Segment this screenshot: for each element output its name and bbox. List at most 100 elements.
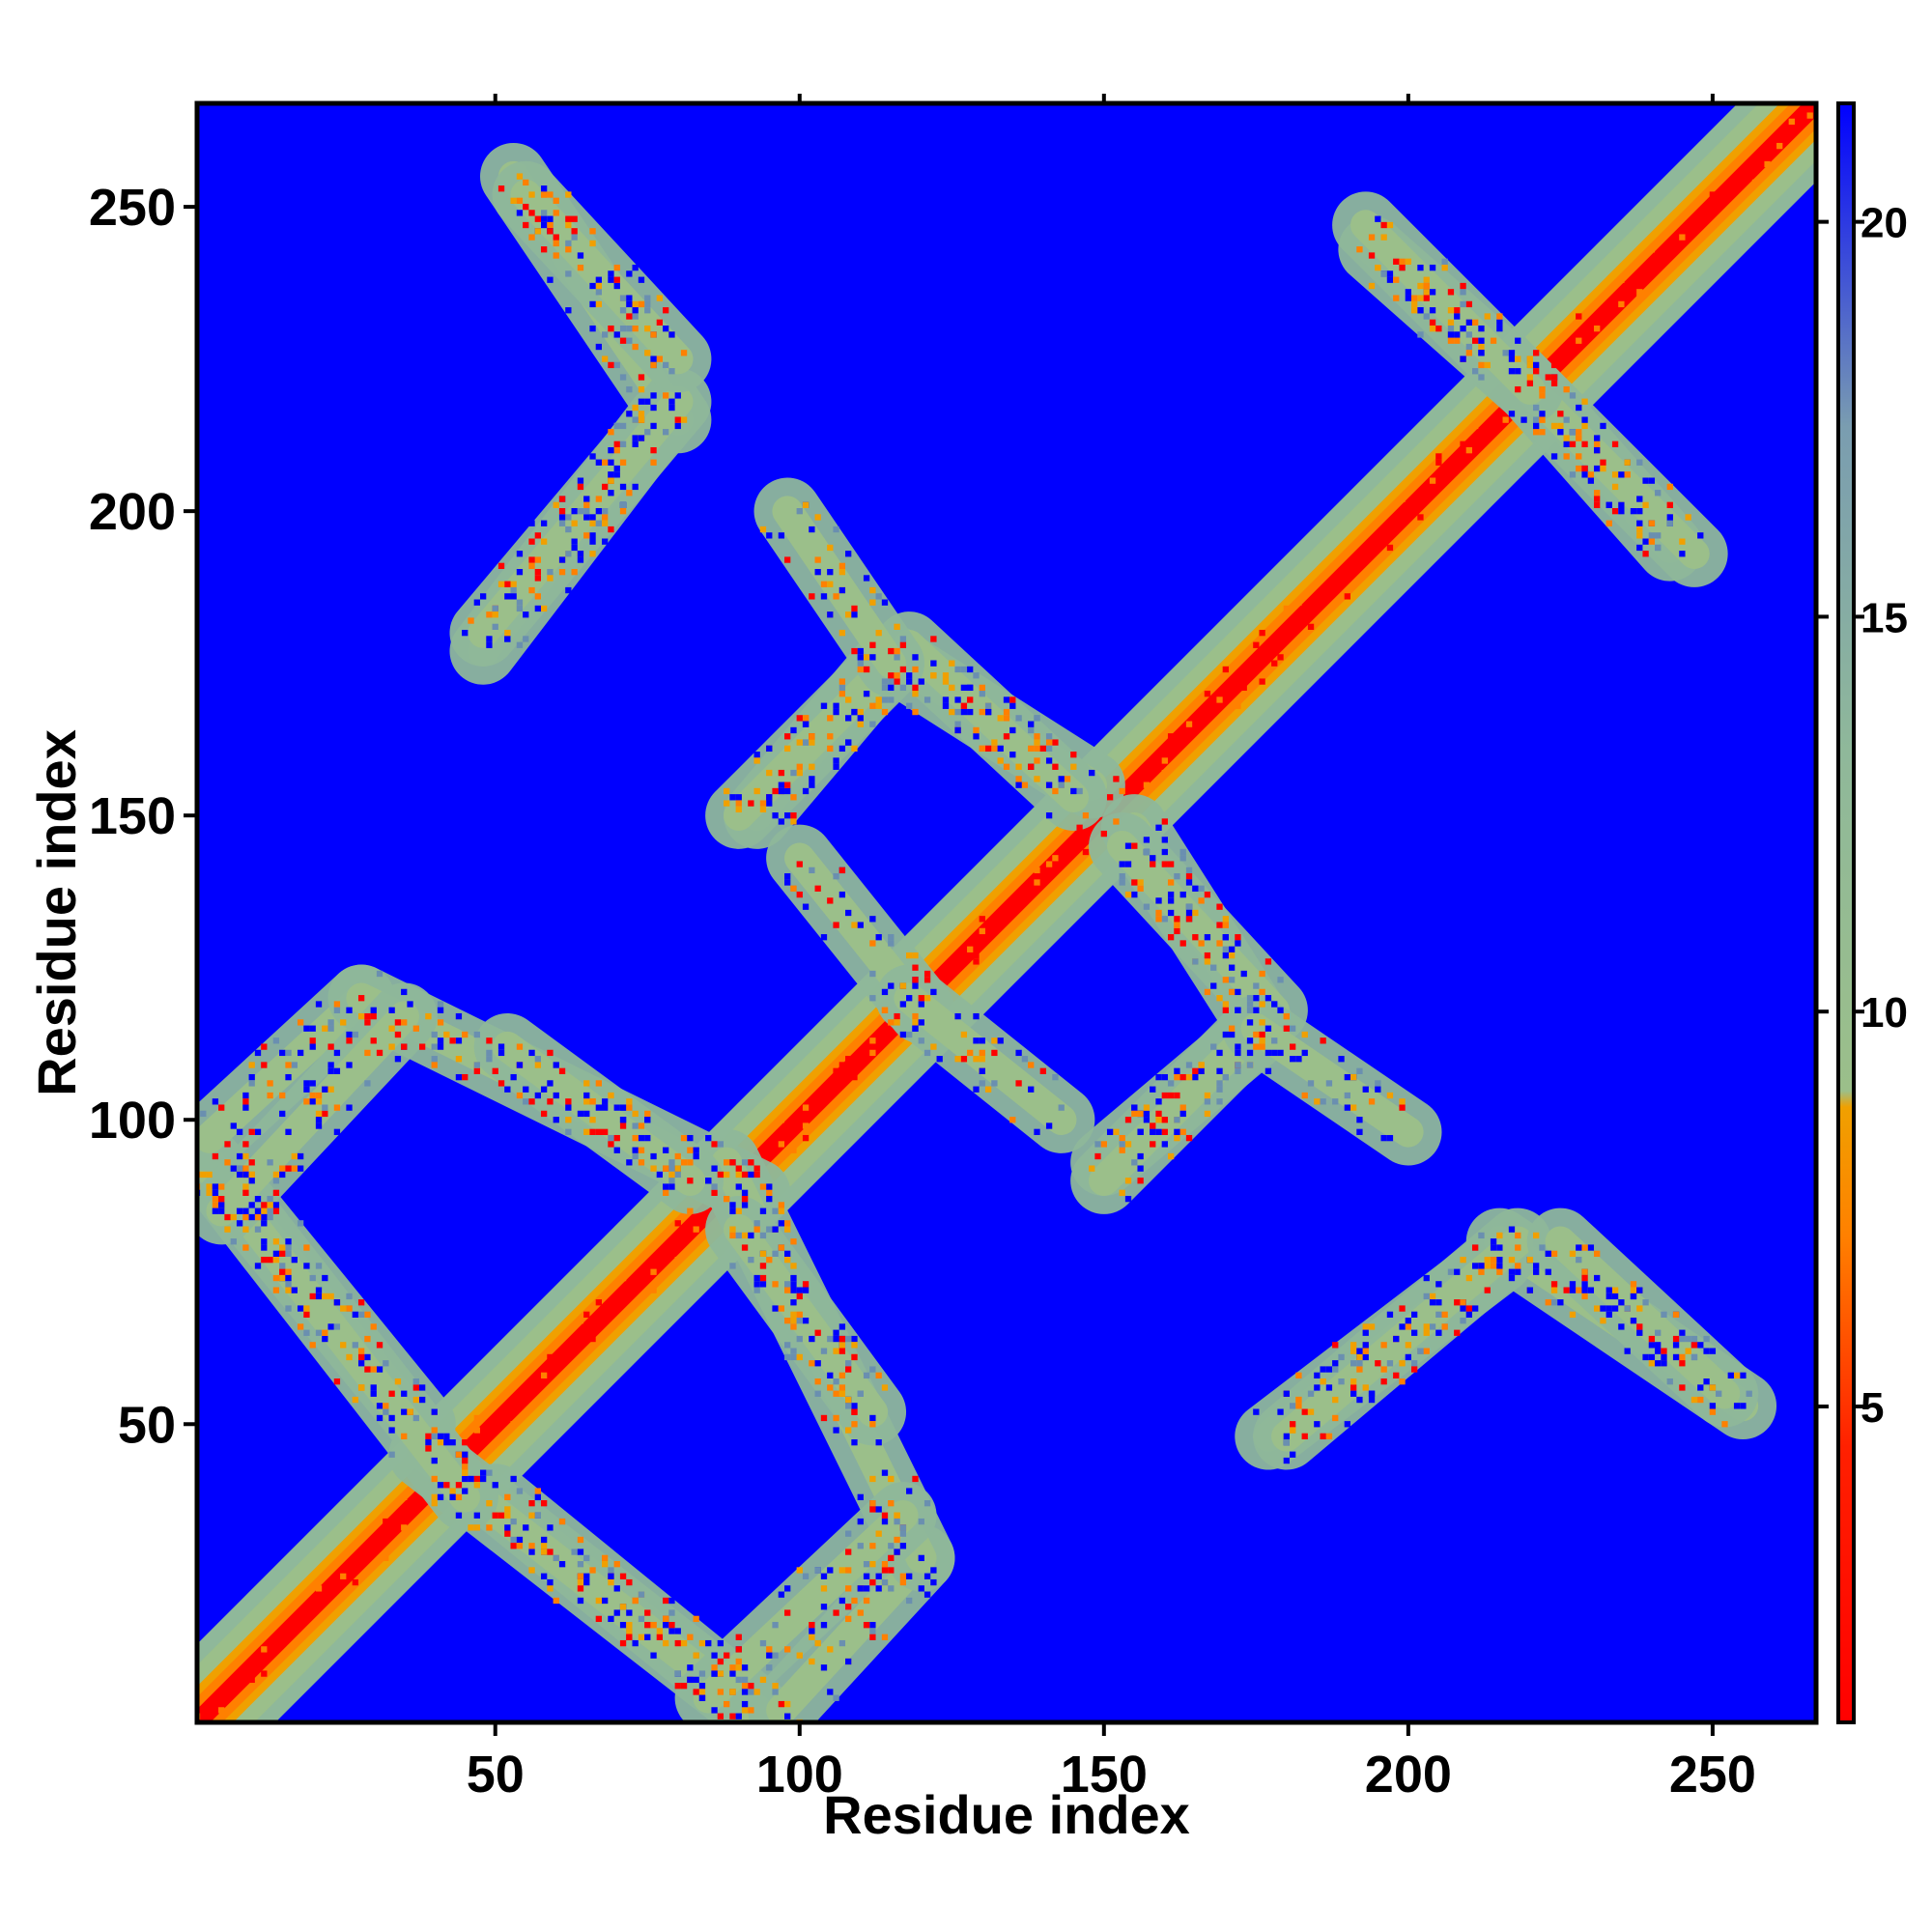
contact-speckle [888,672,895,679]
contact-speckle [583,1128,590,1135]
contact-speckle [309,1098,316,1105]
contact-speckle [1070,763,1077,770]
contact-speckle [1587,1244,1595,1251]
contact-speckle [1179,940,1186,947]
contact-speckle [291,1287,298,1293]
contact-speckle [497,562,505,570]
contact-speckle [516,641,524,648]
contact-speckle [1192,934,1199,941]
contact-speckle [949,684,955,692]
contact-speckle [583,1110,590,1118]
contact-speckle [479,1469,487,1476]
contact-speckle [1052,763,1059,770]
contact-speckle [602,1128,609,1135]
diagonal-speckle [248,1658,255,1665]
contact-speckle [838,1567,846,1574]
contact-speckle [656,295,664,301]
contact-speckle [595,300,602,308]
contact-speckle [1576,429,1582,436]
contact-speckle [1307,1390,1315,1397]
contact-speckle [1009,702,1016,709]
contact-speckle [1058,1104,1065,1111]
contact-speckle [236,1165,243,1172]
contact-speckle [388,1451,395,1458]
contact-speckle [608,1567,614,1574]
contact-speckle [875,630,882,637]
contact-speckle [613,282,620,290]
contact-speckle [1630,1318,1637,1324]
contact-speckle [455,1012,463,1020]
diagonal-speckle [583,1311,590,1318]
contact-speckle [1356,1366,1363,1373]
contact-speckle [1636,1305,1643,1312]
contact-speckle [540,538,548,545]
contact-speckle [1204,1098,1211,1105]
contact-speckle [1222,977,1229,983]
contact-speckle [997,745,1004,753]
contact-speckle [1106,1128,1114,1135]
contact-speckle [376,1049,384,1057]
contact-speckle [357,1299,365,1306]
contact-speckle [1289,1427,1296,1434]
contact-speckle [619,1122,627,1129]
contact-speckle [357,1353,365,1361]
contact-speckle [1179,891,1186,898]
contact-speckle [984,702,992,709]
contact-speckle [1576,465,1582,472]
contact-speckle [1624,1348,1631,1354]
contact-speckle [1648,1342,1656,1349]
contact-speckle [1052,787,1059,795]
contact-speckle [1179,1104,1186,1111]
contact-speckle [449,1488,456,1494]
contact-speckle [1405,1342,1411,1349]
contact-speckle [1332,1396,1339,1404]
contact-speckle [1515,1244,1521,1251]
contact-speckle [608,429,614,436]
contact-speckle [626,325,633,332]
contact-speckle [1131,1159,1138,1166]
contact-speckle [528,562,535,570]
contact-speckle [619,422,627,430]
contact-speckle [1332,1098,1339,1105]
contact-speckle [1655,1348,1662,1354]
contact-speckle [766,1256,773,1264]
contact-speckle [1746,1390,1752,1397]
diagonal-speckle [1052,855,1059,862]
contact-speckle [510,197,517,204]
contact-speckle [388,1427,395,1434]
diagonal-speckle [1240,684,1247,692]
contact-speckle [869,1628,876,1634]
contact-speckle [1655,1342,1662,1349]
contact-speckle [1161,1128,1168,1135]
diagonal-speckle [1539,385,1546,393]
contact-speckle [632,435,639,441]
contact-speckle [1253,1408,1260,1415]
mirror-contact-band-9-core [894,630,1090,813]
contact-speckle [656,355,664,362]
contact-speckle [1666,483,1673,491]
contact-speckle [558,508,566,515]
contact-speckle [1167,861,1175,867]
contact-speckle [516,1062,524,1068]
contact-speckle [1539,411,1546,417]
contact-speckle [1515,1268,1521,1275]
contact-speckle [364,1335,371,1343]
contact-speckle [1344,1073,1350,1081]
contact-speckle [516,197,524,204]
contact-speckle [534,1488,541,1494]
contact-speckle [1618,1299,1625,1306]
contact-speckle [809,593,815,600]
contact-speckle [809,1622,815,1629]
contact-speckle [333,1323,341,1330]
contact-speckle [711,1165,718,1172]
diagonal-speckle [888,1019,895,1026]
contact-speckle [1045,781,1053,788]
contact-speckle [218,1183,225,1190]
contact-speckle [748,1689,754,1695]
contact-speckle [1460,282,1466,290]
contact-speckle [875,1372,882,1379]
contact-speckle [778,532,785,539]
contact-speckle [571,508,578,515]
contact-speckle [309,1274,316,1282]
diagonal-speckle [1295,599,1302,606]
